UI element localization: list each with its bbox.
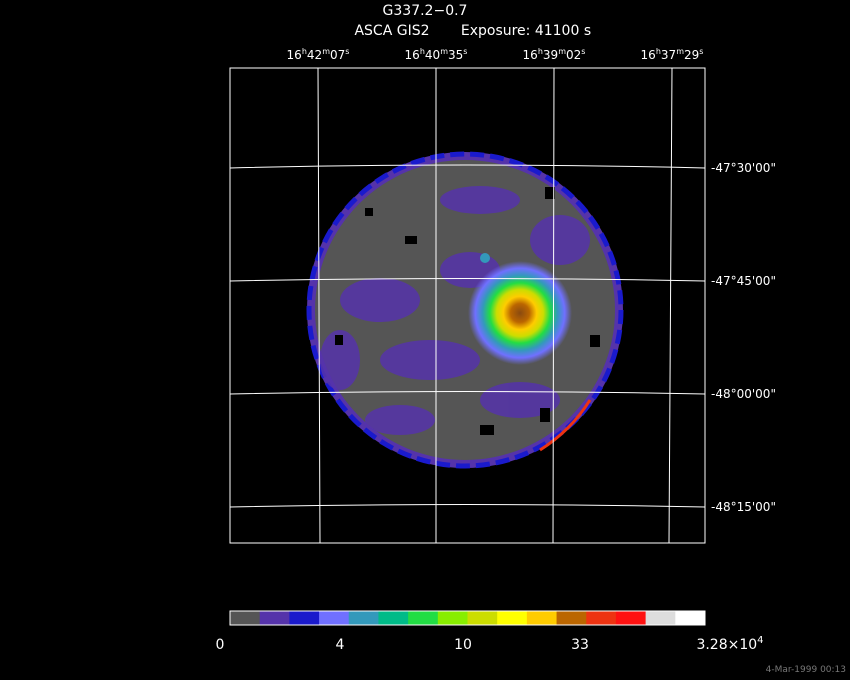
dec-labels: -47°30'00" -47°45'00" -48°00'00" -48°15'00" bbox=[711, 161, 776, 514]
unit: m bbox=[558, 47, 566, 56]
timestamp: 4-Mar-1999 00:13 bbox=[766, 665, 846, 675]
digits: 37 bbox=[661, 48, 676, 62]
title: G337.2−0.7 bbox=[383, 3, 468, 19]
ra-labels: 16h42m07s 16h40m35s 16h39m02s 16h37m29s bbox=[287, 47, 704, 62]
unit: h bbox=[538, 47, 543, 56]
unit: m bbox=[322, 47, 330, 56]
unit: h bbox=[656, 47, 661, 56]
colorbar-label: 3.28×104 bbox=[696, 635, 763, 653]
x-ray-source bbox=[468, 261, 572, 365]
digits: 02 bbox=[566, 48, 581, 62]
colorbar-cell bbox=[645, 611, 676, 625]
colorbar: 0 4 10 33 3.28×104 bbox=[216, 610, 764, 653]
digits: 39 bbox=[543, 48, 558, 62]
dec-label: -48°15'00" bbox=[711, 500, 776, 514]
colorbar-cell bbox=[259, 611, 290, 625]
ra-label: 16h40m35s bbox=[405, 47, 468, 62]
value: 33 bbox=[571, 637, 589, 653]
colorbar-cell bbox=[348, 611, 379, 625]
colorbar-label: 4 bbox=[336, 637, 345, 653]
frame bbox=[229, 67, 706, 544]
digits: 40 bbox=[425, 48, 440, 62]
ra-label: 16h37m29s bbox=[641, 47, 704, 62]
coordinate-grid bbox=[229, 67, 706, 544]
point-source bbox=[480, 253, 490, 263]
unit: h bbox=[302, 47, 307, 56]
ra-lines bbox=[317, 67, 673, 544]
colorbar-cell bbox=[319, 611, 350, 625]
instrument: ASCA GIS2 bbox=[354, 23, 429, 39]
dec-label: -47°45'00" bbox=[711, 274, 776, 288]
dec-lines bbox=[229, 164, 706, 508]
colorbar-cell bbox=[230, 611, 261, 625]
unit: s bbox=[581, 47, 585, 56]
colorbar-cell bbox=[408, 611, 439, 625]
unit: s bbox=[699, 47, 703, 56]
mottling bbox=[320, 186, 590, 435]
edge-hot bbox=[539, 399, 592, 452]
value: 0 bbox=[216, 637, 225, 653]
unit: s bbox=[463, 47, 467, 56]
colorbar-cell bbox=[675, 611, 706, 625]
unit: s bbox=[345, 47, 349, 56]
colorbar-cell bbox=[615, 611, 647, 625]
colorbar-cell bbox=[378, 611, 409, 625]
colorbar-cell bbox=[497, 611, 528, 625]
digits: 35 bbox=[448, 48, 463, 62]
colorbar-cell bbox=[289, 611, 320, 625]
ra-label: 16h42m07s bbox=[287, 47, 350, 62]
colorbar-cell bbox=[526, 611, 558, 625]
colorbar-cell bbox=[467, 611, 498, 625]
ra-label: 16h39m02s bbox=[523, 47, 586, 62]
digits: 42 bbox=[307, 48, 322, 62]
value: 4 bbox=[336, 637, 345, 653]
digits: 16 bbox=[405, 48, 420, 62]
colorbar-cell bbox=[556, 611, 587, 625]
dark-patches bbox=[335, 187, 600, 435]
dec-label: -48°00'00" bbox=[711, 387, 776, 401]
unit: h bbox=[420, 47, 425, 56]
value: 3.28×10 bbox=[696, 637, 757, 653]
digits: 16 bbox=[287, 48, 302, 62]
exposure: Exposure: 41100 s bbox=[461, 23, 591, 39]
colorbar-label: 33 bbox=[571, 637, 589, 653]
unit: m bbox=[440, 47, 448, 56]
colorbar-label: 10 bbox=[454, 637, 472, 653]
colorbar-label: 0 bbox=[216, 637, 225, 653]
digits: 07 bbox=[330, 48, 345, 62]
colorbar-frame bbox=[229, 610, 706, 626]
digits: 16 bbox=[523, 48, 538, 62]
exponent: 4 bbox=[757, 635, 763, 646]
field-edge bbox=[306, 151, 624, 469]
digits: 16 bbox=[641, 48, 656, 62]
value: 10 bbox=[454, 637, 472, 653]
digits: 29 bbox=[684, 48, 699, 62]
dec-label: -47°30'00" bbox=[711, 161, 776, 175]
colorbar-cell bbox=[437, 611, 468, 625]
colorbar-cell bbox=[586, 611, 617, 625]
sky-image bbox=[306, 151, 624, 469]
unit: m bbox=[676, 47, 684, 56]
